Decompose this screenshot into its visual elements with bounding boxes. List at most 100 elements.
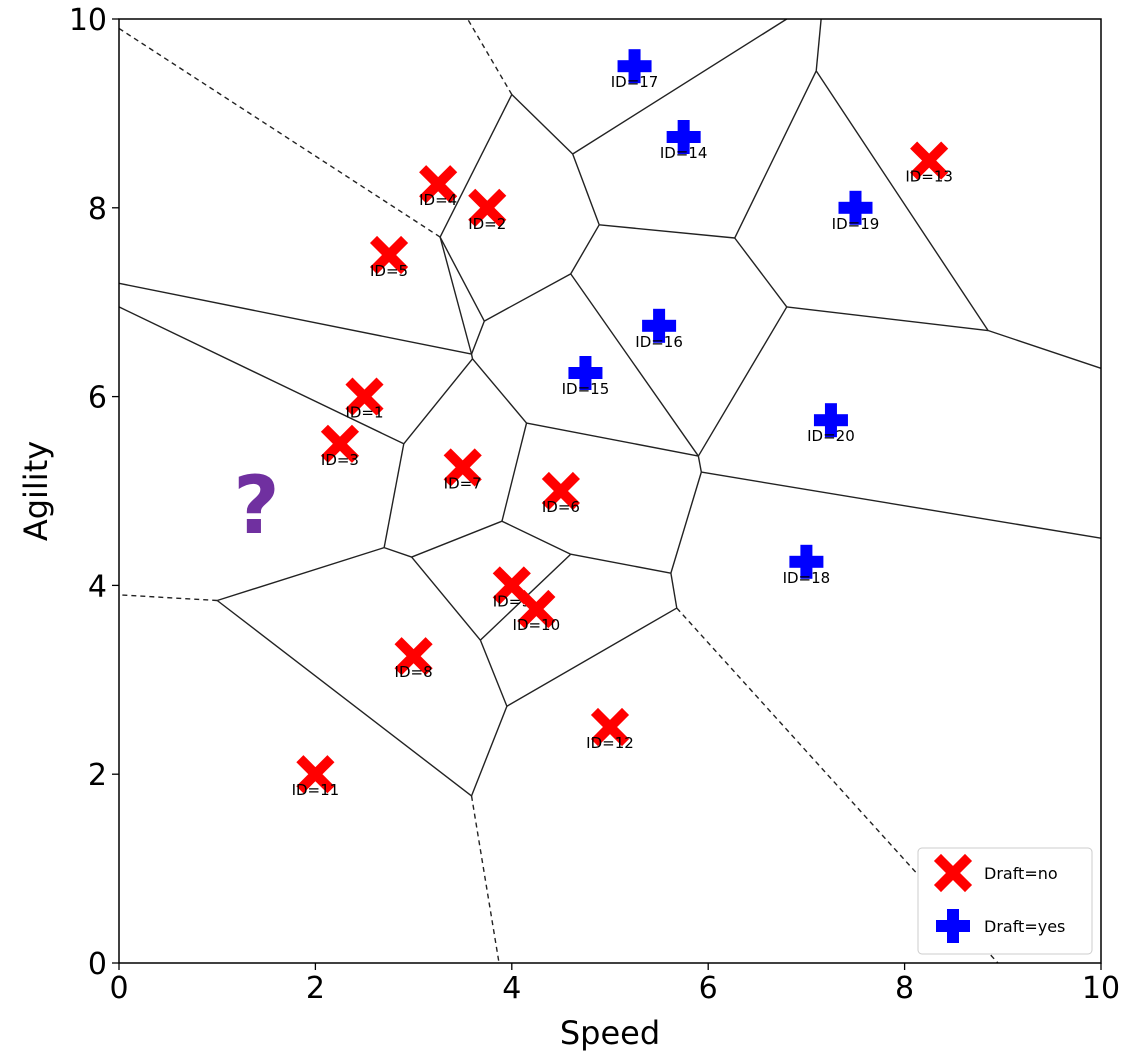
point-id-label: ID=13 xyxy=(905,168,953,186)
voronoi-edge xyxy=(216,546,385,602)
x-tick-label: 4 xyxy=(502,971,521,1006)
point-draft-no xyxy=(468,188,507,227)
voronoi-edge xyxy=(383,443,405,548)
query-point-marker: ? xyxy=(233,459,279,552)
voronoi-edge xyxy=(697,306,788,457)
point-id-label: ID=7 xyxy=(444,474,482,492)
legend: Draft=no Draft=yes xyxy=(917,847,1093,955)
point-draft-no xyxy=(345,377,384,416)
point-draft-no xyxy=(320,424,360,463)
voronoi-edge xyxy=(439,236,473,355)
y-tick-label: 10 xyxy=(69,3,107,38)
voronoi-edge xyxy=(815,18,822,71)
point-draft-no xyxy=(394,637,433,676)
point-draft-yes xyxy=(568,356,603,390)
voronoi-edge xyxy=(467,18,513,95)
voronoi-edge xyxy=(471,358,528,424)
point-draft-yes xyxy=(789,544,824,579)
point-id-label: ID=10 xyxy=(513,616,561,634)
point-id-label: ID=19 xyxy=(832,215,880,233)
point-id-label: ID=4 xyxy=(419,191,457,209)
y-tick-label: 8 xyxy=(88,192,107,227)
point-id-label: ID=18 xyxy=(783,569,831,587)
voronoi-edge xyxy=(118,27,441,238)
voronoi-edge xyxy=(403,358,474,445)
voronoi-edge xyxy=(483,273,572,322)
voronoi-edge xyxy=(734,70,817,239)
voronoi-edge xyxy=(670,573,678,609)
voronoi-edge xyxy=(786,306,989,332)
plot-frame xyxy=(118,18,1102,964)
voronoi-edge xyxy=(439,236,485,322)
point-draft-yes xyxy=(642,308,677,343)
voronoi-edge xyxy=(572,18,788,155)
voronoi-edge xyxy=(987,329,1102,369)
point-id-label: ID=12 xyxy=(586,734,634,752)
voronoi-edge xyxy=(216,599,472,797)
point-draft-no xyxy=(369,235,409,275)
x-axis-label: Speed xyxy=(560,1014,660,1052)
point-draft-no xyxy=(492,566,531,605)
voronoi-edge xyxy=(411,520,503,558)
voronoi-edge xyxy=(570,553,672,574)
voronoi-edge xyxy=(118,306,405,445)
legend-marker-draft-no xyxy=(933,853,973,893)
point-draft-no xyxy=(541,471,580,511)
point-id-label: ID=8 xyxy=(395,663,433,681)
point-draft-yes xyxy=(666,120,701,154)
y-tick-label: 6 xyxy=(88,381,107,416)
voronoi-edges xyxy=(118,18,1102,964)
point-draft-yes xyxy=(617,49,652,84)
y-tick-label: 4 xyxy=(88,569,107,604)
voronoi-edge xyxy=(383,546,412,558)
legend-label: Draft=no xyxy=(984,864,1058,883)
voronoi-edge xyxy=(734,237,788,308)
voronoi-edge xyxy=(470,705,508,797)
voronoi-edge xyxy=(511,94,574,155)
legend-marker-draft-yes xyxy=(936,909,970,943)
point-draft-no xyxy=(443,448,482,487)
x-tick-label: 2 xyxy=(306,971,325,1006)
point-draft-yes xyxy=(838,190,873,225)
voronoi-edge xyxy=(599,224,735,239)
y-tick-label: 0 xyxy=(88,947,107,982)
legend-label: Draft=yes xyxy=(984,917,1065,936)
point-id-label: ID=14 xyxy=(660,144,708,162)
x-tick-label: 10 xyxy=(1082,971,1120,1006)
x-tick-label: 0 xyxy=(109,971,128,1006)
point-id-label: ID=20 xyxy=(807,427,855,445)
voronoi-edge xyxy=(572,153,600,226)
point-id-label: ID=2 xyxy=(468,215,506,233)
voronoi-edge xyxy=(118,282,472,355)
x-tick-label: 6 xyxy=(699,971,718,1006)
voronoi-edge xyxy=(479,639,508,707)
voronoi-edge xyxy=(411,556,481,641)
voronoi-edge xyxy=(470,353,474,359)
x-tick-label: 8 xyxy=(895,971,914,1006)
y-axis-label: Agility xyxy=(17,441,55,541)
voronoi-edge xyxy=(670,471,702,574)
point-id-label: ID=11 xyxy=(292,781,340,799)
y-tick-label: 2 xyxy=(88,758,107,793)
axis-ticks: 0 2 4 6 8 10 0 2 4 6 8 10 xyxy=(69,3,1120,1006)
data-points: ID=1ID=2ID=3ID=4ID=5ID=6ID=7ID=8ID=9ID=1… xyxy=(292,49,953,799)
voronoi-edge xyxy=(506,607,678,707)
point-draft-no xyxy=(910,141,949,180)
point-id-label: ID=15 xyxy=(562,380,610,398)
point-id-label: ID=1 xyxy=(345,404,383,422)
point-id-label: ID=16 xyxy=(635,333,683,351)
voronoi-edge xyxy=(526,422,699,457)
voronoi-edge xyxy=(701,471,1102,539)
point-id-label: ID=3 xyxy=(321,451,359,469)
voronoi-edge xyxy=(570,224,600,275)
voronoi-edge xyxy=(470,795,500,964)
point-id-label: ID=6 xyxy=(542,498,580,516)
voronoi-edge xyxy=(501,422,528,522)
voronoi-edge xyxy=(570,273,699,457)
point-id-label: ID=17 xyxy=(611,73,659,91)
point-draft-no xyxy=(296,755,335,794)
voronoi-edge xyxy=(470,320,485,355)
point-id-label: ID=5 xyxy=(370,262,408,280)
voronoi-edge xyxy=(118,594,218,602)
